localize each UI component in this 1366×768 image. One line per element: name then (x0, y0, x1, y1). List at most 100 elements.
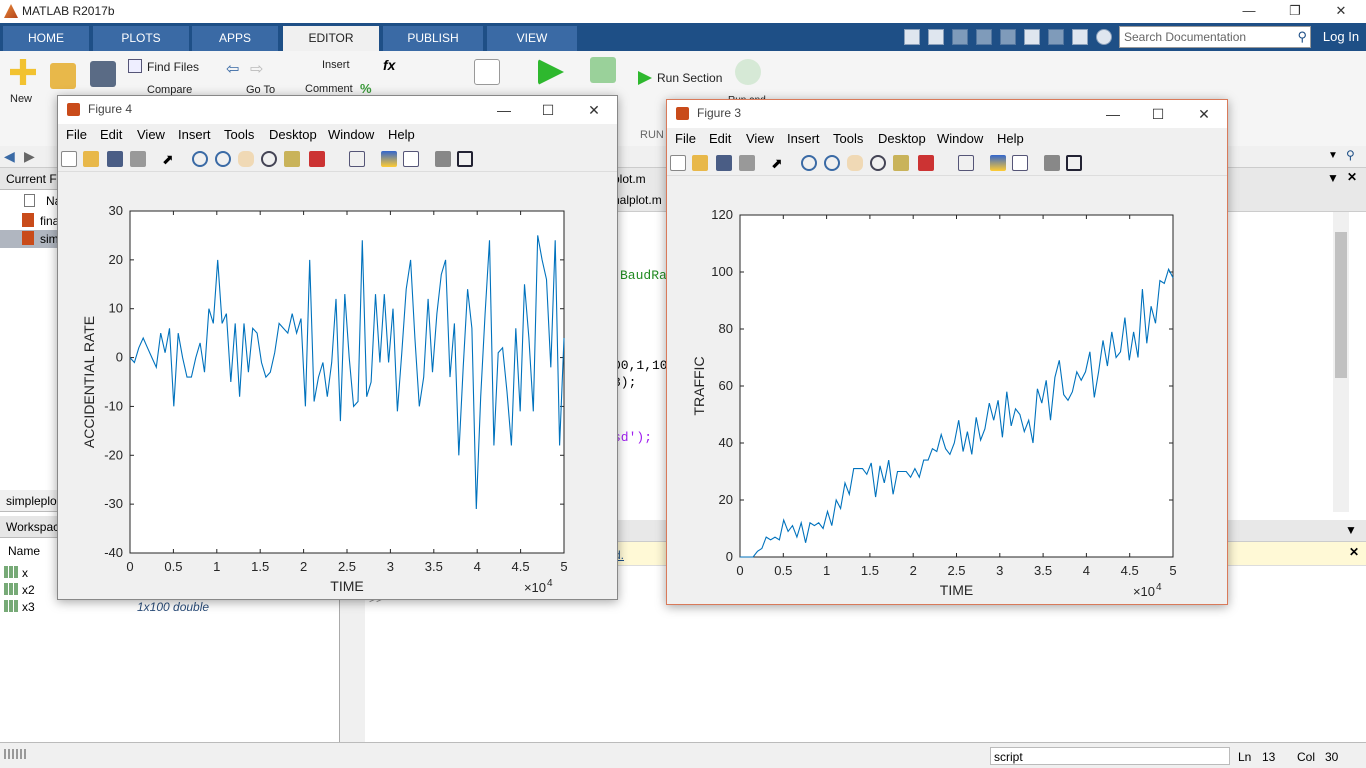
brush-icon[interactable] (918, 155, 934, 171)
new-file-icon[interactable] (10, 59, 36, 85)
print-icon[interactable] (130, 151, 146, 167)
file-item-final[interactable]: fina (40, 214, 60, 228)
compare-button[interactable]: Compare (147, 84, 193, 96)
pointer-icon[interactable]: ⬈ (162, 151, 174, 167)
save-icon[interactable] (928, 29, 944, 45)
indent-icon[interactable] (474, 59, 500, 85)
figure-3-chart[interactable]: 0 0.5 1 1.5 2 2.5 3 3.5 4 4.5 5 0 20 40 60 80 100 120 TIME… (667, 176, 1227, 604)
editor-tab-plot[interactable]: plot.m (613, 172, 646, 186)
message-close-icon[interactable]: ✕ (1349, 545, 1360, 559)
menu-edit[interactable]: Edit (100, 127, 123, 142)
ws-var-x2[interactable]: x2 (22, 583, 35, 597)
legend-icon[interactable] (403, 151, 419, 167)
switch-windows-icon[interactable] (1072, 29, 1088, 45)
file-item-simple[interactable]: sim (40, 232, 59, 246)
log-in-button[interactable]: Log In (1322, 29, 1360, 44)
menu-insert[interactable]: Insert (787, 131, 820, 146)
link-plot-icon[interactable] (349, 151, 365, 167)
data-cursor-icon[interactable] (284, 151, 300, 167)
figure-4-titlebar[interactable]: Figure 4 — ☐ ✕ (58, 96, 617, 124)
run-advance-icon[interactable] (590, 57, 616, 83)
menu-help[interactable]: Help (388, 127, 415, 142)
zoom-in-icon[interactable] (192, 151, 208, 167)
message-text[interactable]: d. (614, 548, 625, 562)
menu-file[interactable]: File (675, 131, 696, 146)
link-plot-icon[interactable] (958, 155, 974, 171)
menu-help[interactable]: Help (997, 131, 1024, 146)
paste-icon[interactable] (1000, 29, 1016, 45)
minimize-icon[interactable]: — (1242, 3, 1256, 18)
legend-icon[interactable] (1012, 155, 1028, 171)
search-documentation-input[interactable]: Search Documentation ⚲ (1119, 26, 1311, 48)
menu-view[interactable]: View (137, 127, 165, 142)
go-to-button[interactable]: Go To (246, 84, 276, 96)
layout-icon[interactable] (904, 29, 920, 45)
menu-tools[interactable]: Tools (224, 127, 255, 142)
figure-4-chart[interactable]: 0 0.5 1 1.5 2 2.5 3 3.5 4 4.5 5 -40 -30 -20 -10 0 10 20 30… (58, 172, 617, 599)
back-arrow-icon[interactable]: ⇦ (226, 61, 240, 78)
figure-3-titlebar[interactable]: Figure 3 — ☐ ✕ (667, 100, 1227, 128)
print-icon[interactable] (739, 155, 755, 171)
brush-icon[interactable] (309, 151, 325, 167)
tab-publish[interactable]: PUBLISH (383, 26, 483, 51)
ws-name-column[interactable]: Name (8, 544, 41, 558)
figure-4-maximize-icon[interactable]: ☐ (541, 102, 555, 118)
nav-back-icon[interactable]: ◀ (4, 148, 15, 164)
editor-collapse-icon[interactable]: ▼ (1327, 171, 1339, 185)
run-section-button[interactable]: Run Section (657, 71, 723, 85)
save-figure-icon[interactable] (716, 155, 732, 171)
menu-tools[interactable]: Tools (833, 131, 864, 146)
save-file-icon[interactable] (90, 61, 116, 87)
tab-home[interactable]: HOME (3, 26, 89, 51)
rotate-icon[interactable] (870, 155, 886, 171)
code-line-2[interactable]: 00,1,10 (613, 358, 668, 373)
undo-icon[interactable] (1024, 29, 1040, 45)
tab-plots[interactable]: PLOTS (93, 26, 189, 51)
figure-3-close-icon[interactable]: ✕ (1198, 106, 1210, 122)
tab-apps[interactable]: APPS (192, 26, 278, 51)
forward-arrow-icon[interactable]: ⇨ (250, 61, 264, 78)
zoom-out-icon[interactable] (215, 151, 231, 167)
cut-icon[interactable] (952, 29, 968, 45)
colorbar-icon[interactable] (990, 155, 1006, 171)
address-search-icon[interactable]: ⚲ (1346, 148, 1355, 162)
scrollbar-thumb[interactable] (1335, 232, 1347, 378)
rotate-icon[interactable] (261, 151, 277, 167)
open-file-icon[interactable] (692, 155, 708, 171)
run-and-time-icon[interactable] (735, 59, 761, 85)
menu-window[interactable]: Window (937, 131, 984, 146)
new-label[interactable]: New (10, 93, 33, 105)
help-icon[interactable] (1096, 29, 1112, 45)
redo-icon[interactable] (1048, 29, 1064, 45)
open-folder-icon[interactable] (50, 63, 76, 89)
code-line-3[interactable]: 8); (613, 375, 637, 390)
address-dropdown-icon[interactable]: ▼ (1328, 150, 1338, 161)
pan-icon[interactable] (847, 155, 863, 171)
hide-tools-icon[interactable] (1044, 155, 1060, 171)
command-collapse-icon[interactable]: ▼ (1345, 523, 1357, 537)
editor-tab-finalplot[interactable]: nalplot.m (613, 193, 662, 207)
menu-desktop[interactable]: Desktop (878, 131, 926, 146)
menu-view[interactable]: View (746, 131, 774, 146)
search-icon[interactable]: ⚲ (1297, 29, 1307, 44)
nav-forward-icon[interactable]: ▶ (24, 148, 35, 164)
pointer-icon[interactable]: ⬈ (771, 155, 783, 171)
copy-icon[interactable] (976, 29, 992, 45)
code-line-4[interactable]: sd'); (613, 430, 653, 445)
new-figure-icon[interactable] (670, 155, 686, 171)
menu-edit[interactable]: Edit (709, 131, 732, 146)
restore-icon[interactable]: ❐ (1289, 3, 1301, 18)
fx-icon[interactable]: fx (383, 57, 396, 73)
ws-var-x3[interactable]: x3 (22, 600, 35, 614)
colorbar-icon[interactable] (381, 151, 397, 167)
editor-close-icon[interactable]: ✕ (1347, 170, 1358, 184)
zoom-out-icon[interactable] (824, 155, 840, 171)
open-file-icon[interactable] (83, 151, 99, 167)
zoom-in-icon[interactable] (801, 155, 817, 171)
code-line-1[interactable]: BaudRa (620, 268, 667, 283)
figure-3-window[interactable]: Figure 3 — ☐ ✕ File Edit View Insert Too… (666, 99, 1228, 605)
data-cursor-icon[interactable] (893, 155, 909, 171)
figure-4-window[interactable]: Figure 4 — ☐ ✕ File Edit View Insert Too… (57, 95, 618, 600)
percent-icon[interactable]: % (360, 81, 372, 96)
menu-desktop[interactable]: Desktop (269, 127, 317, 142)
